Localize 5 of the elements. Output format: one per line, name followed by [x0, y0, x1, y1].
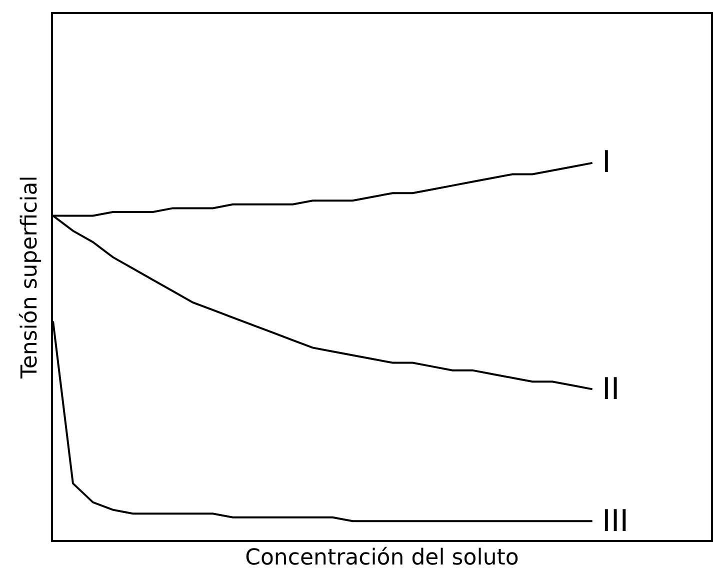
series-label: III	[602, 504, 629, 539]
series-label: II	[602, 372, 620, 407]
y-axis-title: Tensión superficial	[17, 176, 42, 380]
series-label: I	[602, 145, 611, 180]
x-axis-title: Concentración del soluto	[245, 545, 519, 570]
